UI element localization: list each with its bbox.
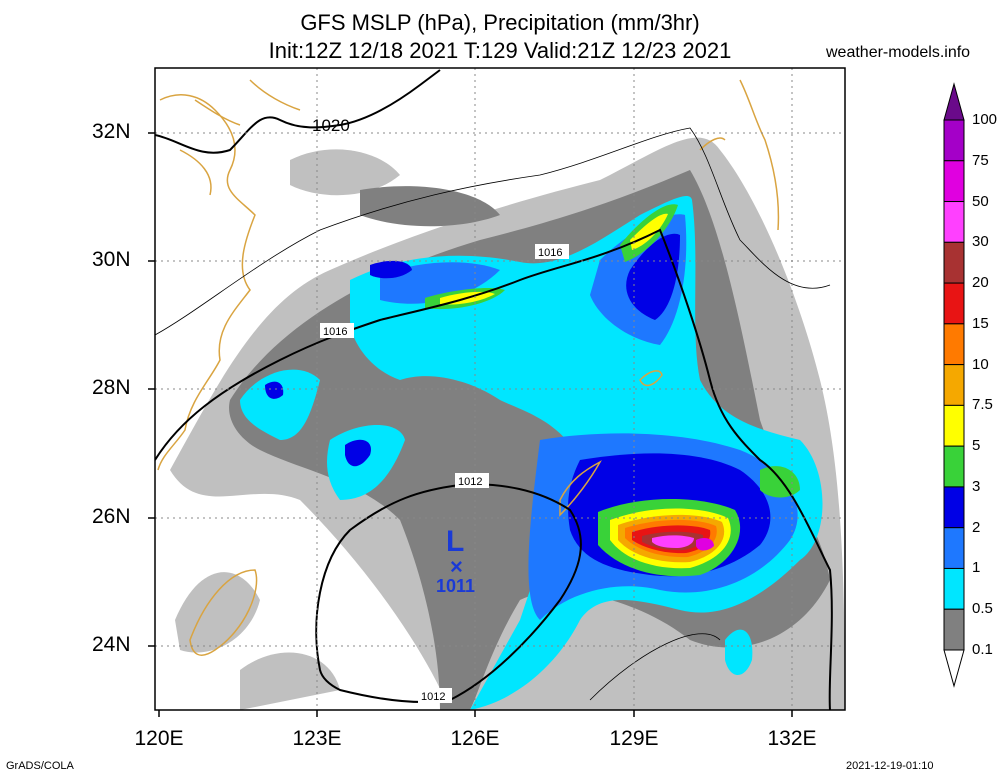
legend-level-label: 30 <box>972 233 989 251</box>
lat-label: 24N <box>92 633 131 656</box>
legend-level-label: 15 <box>972 314 989 332</box>
lat-label: 32N <box>92 120 131 143</box>
precip-50 <box>652 535 694 548</box>
precip-3 <box>345 439 371 467</box>
lon-label: 123E <box>292 727 342 750</box>
isobar-label: 1020 <box>312 116 350 135</box>
legend-level-label: 0.5 <box>972 600 993 618</box>
precip-0-1 <box>240 652 340 710</box>
precip-field <box>170 137 845 710</box>
isobar-1012 <box>315 483 582 703</box>
lat-label: 30N <box>92 248 131 271</box>
lat-label: 28N <box>92 376 131 399</box>
low-center-marker: × <box>450 554 463 579</box>
precip-3 <box>370 260 412 279</box>
legend-level-label: 50 <box>972 192 989 210</box>
precip-5 <box>760 466 800 498</box>
render-timestamp: 2021-12-19-01:10 <box>846 760 934 772</box>
legend-level-label: 100 <box>972 111 998 128</box>
legend-level-label: 1 <box>972 559 981 577</box>
low-pressure-symbol: L <box>446 525 464 558</box>
isobar-label-box <box>418 688 452 703</box>
precip-75 <box>696 538 714 551</box>
precip-3 <box>626 233 680 320</box>
lon-label: 129E <box>609 727 659 750</box>
legend-level-label: 2 <box>972 518 981 536</box>
precip-7-5 <box>630 213 668 250</box>
low-pressure-value: 1011 <box>436 576 475 596</box>
isobars <box>155 69 833 710</box>
precip-0-5 <box>360 186 500 227</box>
axis-ticks <box>148 132 793 717</box>
chart-subtitle: Init:12Z 12/18 2021 T:129 Valid:21Z 12/2… <box>268 38 732 63</box>
lon-label: 126E <box>450 727 500 750</box>
legend-level-label: 20 <box>972 274 989 292</box>
precip-0-1 <box>175 572 260 653</box>
isobar-label: 1012 <box>421 691 445 703</box>
lon-label: 120E <box>134 727 184 750</box>
legend-level-label: 7.5 <box>972 396 993 414</box>
graticule <box>155 68 845 710</box>
isobar-label-box <box>455 473 489 488</box>
chart-title: GFS MSLP (hPa), Precipitation (mm/3hr) <box>300 10 700 35</box>
lat-label: 26N <box>92 505 131 528</box>
isobar-label: 1016 <box>538 247 562 259</box>
isobar-label: 1016 <box>323 326 347 338</box>
legend-level-label: 3 <box>972 477 981 495</box>
precip-2 <box>380 262 500 304</box>
precip-1 <box>240 369 320 440</box>
isobar-label-box <box>535 244 569 259</box>
legend-level-label: 0.1 <box>972 641 993 658</box>
precip-1 <box>725 629 753 675</box>
isobar-1016 <box>155 228 833 710</box>
borders <box>155 127 831 701</box>
legend-level-label: 75 <box>972 151 989 169</box>
legend-level-label: 10 <box>972 355 989 373</box>
isobar-label-box <box>320 323 354 338</box>
isobar-1020 <box>155 69 441 154</box>
grads-credit: GrADS/COLA <box>6 760 74 772</box>
lon-label: 132E <box>767 727 817 750</box>
isobar-label: 1012 <box>458 476 482 488</box>
site-credit: weather-models.info <box>826 44 971 61</box>
legend-level-label: 5 <box>972 437 981 455</box>
precip-3 <box>265 381 284 399</box>
coastlines <box>157 79 780 656</box>
precip-1 <box>327 425 405 500</box>
